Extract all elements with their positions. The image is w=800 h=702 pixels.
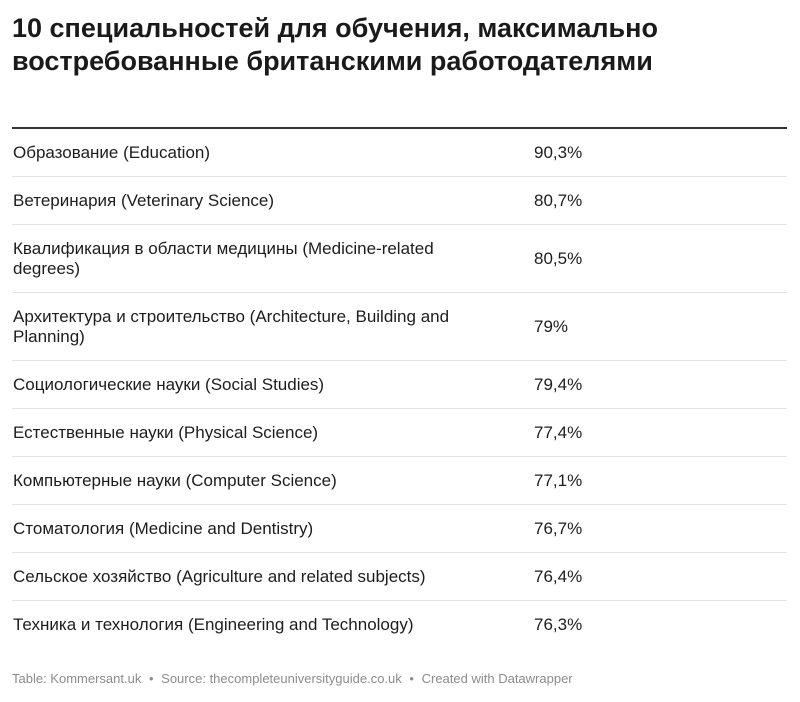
table-title: 10 специальностей для обучения, максимал… (12, 13, 658, 76)
speciality-name: Компьютерные науки (Computer Science) (13, 470, 337, 490)
footer-source-link[interactable]: Source: thecompleteuniversityguide.co.uk (161, 671, 402, 686)
employment-rate: 77,4% (534, 422, 583, 442)
table-footer: Table: Kommersant.uk • Source: thecomple… (12, 671, 573, 687)
footer-table-credit: Table: Kommersant.uk (12, 671, 142, 686)
table-row: Естественные науки (Physical Science) 77… (12, 409, 787, 457)
speciality-name: Архитектура и строительство (Architectur… (13, 306, 450, 346)
table-row: Ветеринария (Veterinary Science) 80,7% (12, 177, 787, 225)
speciality-name: Сельское хозяйство (Agriculture and rela… (13, 566, 426, 586)
table-row: Образование (Education) 90,3% (12, 129, 787, 177)
employment-rate: 77,1% (534, 470, 583, 490)
speciality-name: Естественные науки (Physical Science) (13, 422, 319, 442)
table-row: Стоматология (Medicine and Dentistry) 76… (12, 505, 787, 553)
speciality-name: Техника и технология (Engineering and Te… (13, 615, 414, 634)
employment-rate: 76,3% (534, 615, 583, 634)
data-table: Образование (Education) 90,3% Ветеринари… (12, 127, 787, 649)
employment-rate: 76,7% (534, 518, 583, 538)
speciality-name: Ветеринария (Veterinary Science) (13, 190, 275, 210)
table-row: Архитектура и строительство (Architectur… (12, 293, 787, 361)
table-header-rule (12, 127, 787, 129)
speciality-name: Образование (Education) (13, 142, 211, 162)
table-row: Компьютерные науки (Computer Science) 77… (12, 457, 787, 505)
employment-rate: 80,7% (534, 190, 583, 210)
footer-separator: • (148, 671, 154, 686)
table-row: Социологические науки (Social Studies) 7… (12, 361, 787, 409)
employment-rate: 76,4% (534, 566, 583, 586)
footer-separator: • (409, 671, 414, 686)
table-row: Квалификация в области медицины (Medicin… (12, 225, 787, 293)
employment-rate: 90,3% (534, 142, 583, 162)
table-row: Техника и технология (Engineering and Te… (12, 601, 787, 649)
speciality-name: Социологические науки (Social Studies) (13, 374, 325, 394)
employment-rate: 80,5% (534, 248, 583, 268)
table-row: Сельское хозяйство (Agriculture and rela… (12, 553, 787, 601)
speciality-name: Стоматология (Medicine and Dentistry) (13, 518, 314, 538)
speciality-name: Квалификация в области медицины (Medicin… (13, 238, 434, 278)
employment-rate: 79% (534, 316, 569, 336)
footer-datawrapper-link[interactable]: Created with Datawrapper (421, 671, 573, 686)
employment-rate: 79,4% (534, 374, 583, 394)
